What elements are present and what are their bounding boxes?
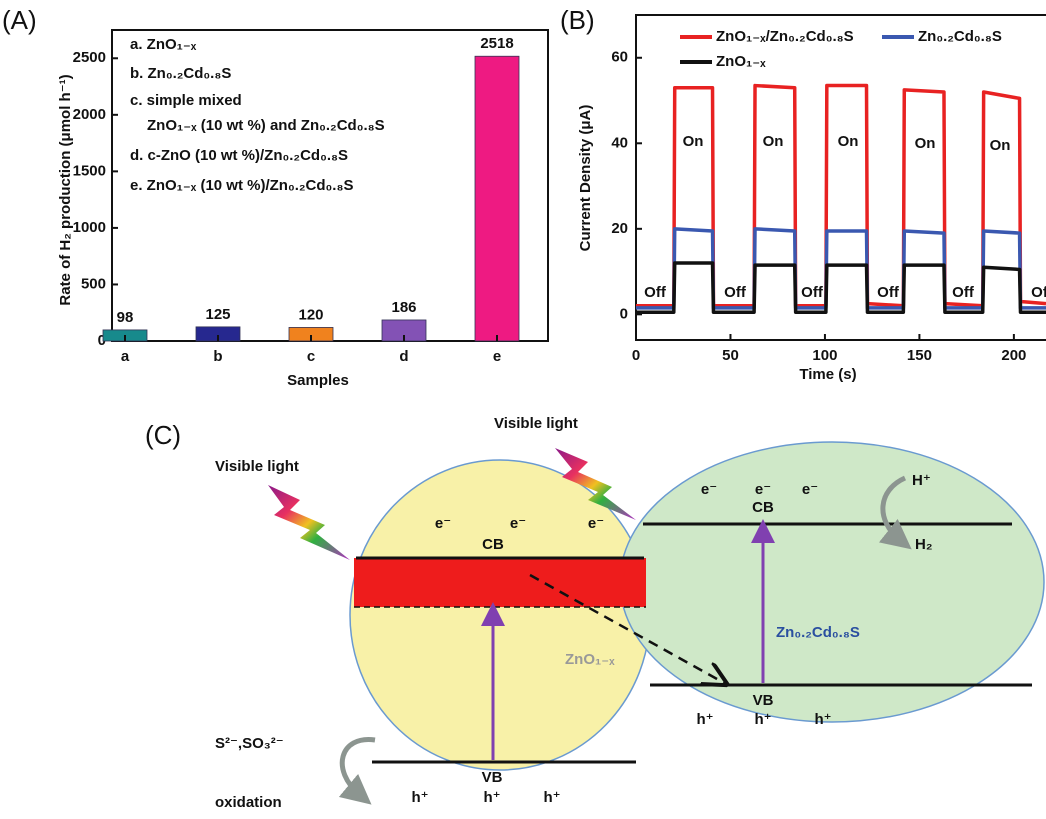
legend-entry: a. ZnO₁₋ₓ [130, 36, 197, 53]
y-tick-label: 0 [98, 332, 106, 349]
annotation: On [990, 137, 1011, 154]
y-tick-label: 2500 [73, 49, 106, 66]
legend-entry: c. simple mixed [130, 92, 242, 109]
legend-entry: Zn₀.₂Cd₀.₈S [918, 28, 1002, 45]
panel-label: (A) [2, 5, 37, 35]
legend-entry: ZnO₁₋ₓ/Zn₀.₂Cd₀.₈S [716, 28, 854, 45]
x-tick-label: 0 [632, 347, 640, 364]
y-tick-label: 2000 [73, 106, 106, 123]
x-tick-label: 100 [812, 347, 837, 364]
vb-label: VB [482, 769, 503, 786]
x-axis-label: Samples [287, 372, 349, 389]
defect-band [354, 558, 646, 607]
y-tick-label: 20 [611, 220, 628, 237]
value-label: 2518 [480, 35, 513, 52]
cb-label: CB [752, 499, 774, 516]
y-axis-label: Current Density (μA) [577, 105, 594, 252]
hole: h⁺ [543, 789, 560, 806]
y-axis-label: Rate of H₂ production (μmol h⁻¹) [57, 74, 74, 305]
electron: e⁻ [802, 481, 818, 498]
material-label: ZnO₁₋ₓ [565, 651, 615, 668]
value-label: 98 [117, 309, 134, 326]
hydrogen-label: H₂ [915, 536, 933, 553]
y-tick-label: 1000 [73, 219, 106, 236]
y-tick-label: 0 [620, 305, 628, 322]
vb-label: VB [753, 692, 774, 709]
light-bolt [268, 485, 350, 560]
hole: h⁺ [411, 789, 428, 806]
annotation: On [915, 135, 936, 152]
legend-entry: b. Zn₀.₂Cd₀.₈S [130, 65, 231, 82]
electron: e⁻ [755, 481, 771, 498]
legend-entry: ZnO₁₋ₓ [716, 53, 766, 70]
x-tick-label: 150 [907, 347, 932, 364]
annotation: Off [952, 284, 975, 301]
electron: e⁻ [588, 515, 604, 532]
value-label: 120 [298, 306, 323, 323]
legend-entry: e. ZnO₁₋ₓ (10 wt %)/Zn₀.₂Cd₀.₈S [130, 177, 354, 194]
oxidation-arrow [338, 737, 376, 805]
reduction-arrow [878, 475, 912, 550]
transfer-arrow [529, 573, 726, 684]
y-tick-label: 500 [81, 275, 106, 292]
hole: h⁺ [483, 789, 500, 806]
annotation: On [763, 133, 784, 150]
electron: e⁻ [701, 481, 717, 498]
light-label: Visible light [215, 458, 299, 475]
legend-entry: ZnO₁₋ₓ (10 wt %) and Zn₀.₂Cd₀.₈S [147, 117, 385, 134]
x-tick-label: b [213, 348, 222, 365]
series-line [636, 261, 1046, 314]
value-label: 125 [205, 306, 230, 323]
annotation: Off [724, 284, 747, 301]
zncds-particle [619, 441, 1045, 723]
bar [474, 55, 520, 342]
annotation: Off [801, 284, 824, 301]
x-tick-label: 50 [722, 347, 739, 364]
panel-label: (C) [145, 420, 181, 450]
hole: h⁺ [754, 711, 771, 728]
oxidation-label: oxidation [215, 794, 282, 811]
series-line [636, 83, 1046, 308]
electron: e⁻ [510, 515, 526, 532]
y-tick-label: 60 [611, 49, 628, 66]
y-tick-label: 40 [611, 134, 628, 151]
hole: h⁺ [696, 711, 713, 728]
annotation: Off [644, 284, 667, 301]
x-tick-label: a [121, 348, 130, 365]
axis-frame [635, 14, 1046, 341]
x-tick-label: c [307, 348, 315, 365]
x-tick-label: 200 [1001, 347, 1026, 364]
x-axis-label: Time (s) [799, 366, 856, 383]
cb-label: CB [482, 536, 504, 553]
light-label: Visible light [494, 415, 578, 432]
plot-area [636, 83, 1046, 314]
light-bolt [555, 448, 636, 520]
proton-label: H⁺ [912, 472, 931, 489]
legend-entry: d. c-ZnO (10 wt %)/Zn₀.₂Cd₀.₈S [130, 147, 348, 164]
material-label: Zn₀.₂Cd₀.₈S [776, 624, 860, 641]
x-tick-label: d [399, 348, 408, 365]
annotation: Off [1031, 284, 1046, 301]
value-label: 186 [391, 299, 416, 316]
sacrificial-label: S²⁻,SO₃²⁻ [215, 735, 284, 752]
annotation: On [838, 133, 859, 150]
y-tick-label: 1500 [73, 162, 106, 179]
annotation: Off [877, 284, 900, 301]
panel-label: (B) [560, 5, 595, 35]
band-diagram: Visible light Visible light e⁻ e⁻ e⁻ CB … [215, 415, 1045, 811]
electron: e⁻ [435, 515, 451, 532]
annotation: On [683, 133, 704, 150]
hole: h⁺ [814, 711, 831, 728]
x-tick-label: e [493, 348, 501, 365]
